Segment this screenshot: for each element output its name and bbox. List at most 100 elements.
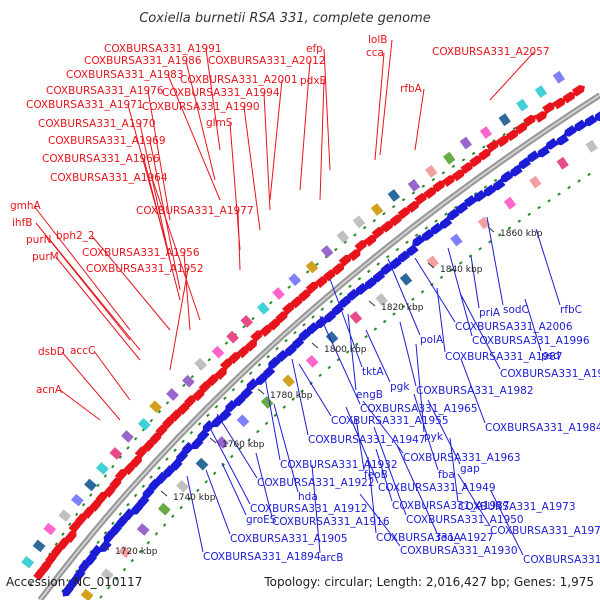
forward-gene-label: COXBURSA331_A1952 [86, 263, 204, 275]
forward-gene-label: COXBURSA331_A1969 [48, 135, 166, 147]
reverse-gene-label: COXBURSA331_A1962 [523, 554, 600, 566]
forward-gene-arrow [305, 281, 319, 294]
scale-tick-mark [257, 388, 265, 395]
scale-tick-label: 1740 kbp [173, 493, 216, 503]
reverse-label-leader [273, 403, 299, 493]
forward-gene-arrow [183, 395, 196, 408]
reverse-label-leader [216, 413, 258, 479]
feature-block [375, 293, 388, 306]
reverse-label-leader [449, 437, 459, 503]
scale-tick-mark [160, 490, 168, 497]
reverse-gene-label: COXBURSA331_A1965 [360, 403, 478, 415]
feature-block [137, 417, 151, 431]
forward-gene-label: COXBURSA331_A1991 [104, 43, 222, 55]
forward-gene-arrow [380, 220, 394, 233]
forward-gene-arrow [122, 462, 135, 476]
reverse-gene-arrow [545, 137, 559, 150]
scale-tick-mark [311, 342, 319, 349]
feature-block [503, 196, 517, 210]
forward-label-leader [243, 106, 261, 231]
forward-gene-label: gmhA [10, 200, 42, 212]
forward-gene-arrow [542, 102, 556, 115]
reverse-gene-arrow [573, 119, 587, 132]
reverse-gene-arrow [473, 189, 487, 202]
forward-gene-arrow [50, 544, 63, 558]
reverse-gene-label: COXBURSA331_A1947 [308, 434, 426, 446]
forward-gene-arrow [314, 276, 328, 289]
scale-tick-mark [102, 544, 110, 551]
forward-label-leader [323, 48, 331, 171]
outer-dotted-ring [29, 91, 579, 587]
forward-label-leader [59, 389, 101, 421]
reverse-label-leader [436, 287, 446, 353]
feature-block [450, 233, 463, 247]
forward-gene-arrow [177, 402, 190, 415]
forward-gene-arrow [109, 477, 122, 490]
forward-label-leader [379, 39, 393, 156]
scale-tick-label: 1820 kbp [381, 303, 424, 313]
feature-block [58, 509, 72, 522]
scale-tick-label: 1860 kbp [500, 229, 543, 239]
forward-label-leader [147, 90, 171, 221]
forward-gene-label: glmS [206, 117, 233, 129]
reverse-label-leader [221, 462, 247, 516]
forward-gene-arrow [364, 234, 377, 247]
forward-label-leader [49, 239, 141, 351]
forward-label-leader [185, 60, 216, 181]
forward-gene-label: COXBURSA331_A1977 [136, 205, 254, 217]
forward-gene-arrow [64, 530, 77, 543]
feature-block [240, 315, 254, 328]
reverse-label-leader [447, 247, 473, 337]
reverse-label-leader [524, 298, 542, 352]
reverse-label-leader [413, 393, 439, 471]
feature-block [176, 479, 189, 493]
feature-block [136, 523, 150, 536]
forward-label-leader [33, 205, 131, 331]
forward-gene-arrow [155, 424, 168, 437]
feature-block [149, 400, 162, 414]
feature-block [370, 203, 384, 216]
forward-gene-label: COXBURSA331_A1966 [42, 153, 160, 165]
forward-gene-arrow [114, 468, 127, 482]
reverse-gene-label: gap [460, 463, 480, 475]
reverse-gene-label: COXBURSA331_A1930 [400, 545, 518, 557]
reverse-gene-arrow [463, 195, 477, 207]
reverse-label-leader [457, 473, 491, 527]
scale-tick-mark [209, 437, 217, 444]
reverse-label-leader [396, 444, 438, 534]
reverse-label-leader [355, 417, 365, 471]
forward-gene-label: cca [366, 47, 384, 59]
reverse-gene-arrow [99, 539, 112, 553]
forward-gene-arrow [39, 560, 52, 574]
feature-block [236, 414, 250, 428]
forward-gene-label: COXBURSA331_A2001 [180, 74, 298, 86]
reverse-gene-label: sodC [503, 304, 529, 316]
reverse-label-leader [362, 400, 404, 454]
forward-label-leader [61, 351, 121, 421]
reverse-label-leader [415, 343, 425, 433]
forward-label-leader [139, 123, 171, 261]
feature-block [80, 588, 94, 600]
forward-gene-label: bph2_2 [56, 230, 95, 242]
reverse-label-leader [359, 493, 401, 547]
feature-block [352, 215, 366, 229]
reverse-gene-label: COXBURSA331_A1937 [392, 500, 510, 512]
forward-gene-arrow [562, 91, 576, 104]
forward-gene-arrow [331, 263, 345, 276]
reverse-label-leader [263, 371, 281, 461]
scale-ticks: 1720 kbp 1740 kbp 1760 kbp 1780 kbp 1800 kbp… [102, 226, 543, 557]
feature-block [479, 126, 493, 139]
reverse-gene-label: COXBURSA331_A1984 [485, 422, 600, 434]
feature-block [516, 98, 529, 112]
reverse-gene-arrow [583, 114, 598, 127]
forward-gene-arrow [68, 520, 81, 534]
reverse-gene-arrow [563, 125, 577, 137]
forward-gene-arrow [57, 537, 70, 550]
feature-block [556, 156, 569, 170]
reverse-gene-label: groES [246, 514, 277, 526]
feature-block [459, 136, 473, 150]
forward-label-leader [91, 235, 171, 331]
forward-gene-arrow [162, 416, 175, 429]
reverse-label-leader [535, 228, 561, 306]
genome-backbone-highlight [39, 94, 600, 600]
